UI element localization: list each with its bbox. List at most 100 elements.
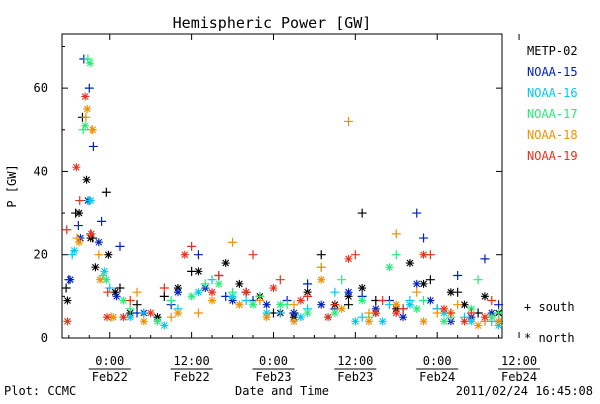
x-tick-time-label: 12:00	[501, 354, 537, 368]
north-point	[126, 313, 135, 322]
x-tick-date-label: Feb24	[501, 370, 537, 384]
north-point	[72, 163, 81, 172]
north-point	[487, 309, 496, 318]
south-point	[193, 308, 203, 318]
south-point	[200, 279, 210, 289]
south-point	[132, 287, 142, 297]
north-point	[317, 275, 326, 284]
north-point	[208, 296, 217, 305]
south-point	[344, 116, 354, 126]
x-axis-label: Date and Time	[235, 384, 329, 398]
north-point	[480, 313, 489, 322]
south-point	[432, 308, 442, 318]
x-tick-date-label: Feb23	[337, 370, 373, 384]
south-point	[487, 296, 497, 306]
north-point	[228, 296, 237, 305]
south-point	[83, 54, 93, 64]
south-point	[453, 271, 463, 281]
north-point	[111, 288, 120, 297]
south-point	[75, 196, 85, 206]
north-point	[303, 309, 312, 318]
north-point	[296, 313, 305, 322]
north-point	[214, 279, 223, 288]
south-point	[207, 275, 217, 285]
south-point	[98, 271, 108, 281]
south-point	[446, 308, 456, 318]
north-point	[82, 175, 91, 184]
north-point	[63, 296, 72, 305]
north-point	[242, 288, 251, 297]
south-point	[419, 296, 429, 306]
north-point	[102, 275, 111, 284]
north-point	[146, 309, 155, 318]
legend-entry: NOAA-16	[527, 86, 578, 100]
north-point	[480, 292, 489, 301]
south-point	[187, 241, 197, 251]
south-point	[425, 275, 435, 285]
north-point	[289, 313, 298, 322]
series-noaa-19	[62, 92, 497, 326]
north-point	[173, 309, 182, 318]
north-point	[91, 263, 100, 272]
north-point	[358, 296, 367, 305]
north-point	[474, 321, 483, 330]
x-tick-time-label: 0:00	[259, 354, 288, 368]
north-point	[467, 317, 476, 326]
north-point	[405, 300, 414, 309]
south-point	[378, 296, 388, 306]
north-point	[100, 267, 109, 276]
north-point	[440, 304, 449, 313]
north-point	[119, 313, 128, 322]
y-tick-label: 40	[34, 164, 48, 178]
north-point	[85, 59, 94, 68]
north-point	[460, 317, 469, 326]
footer-plot-source: Plot: CCMC	[4, 384, 76, 398]
south-point	[103, 287, 113, 297]
north-point	[276, 300, 285, 309]
north-point	[103, 313, 112, 322]
north-point	[344, 288, 353, 297]
series-noaa-15	[64, 54, 504, 326]
north-point	[371, 304, 380, 313]
south-point	[398, 304, 408, 314]
north-point	[487, 313, 496, 322]
y-tick-label: 20	[34, 248, 48, 262]
north-point	[194, 288, 203, 297]
north-point	[358, 284, 367, 293]
north-point	[364, 317, 373, 326]
north-point	[221, 259, 230, 268]
north-point	[419, 317, 428, 326]
y-axis: 0 20 40 60	[34, 45, 502, 345]
south-point	[78, 125, 88, 135]
marker-legend: + south * north	[524, 300, 575, 345]
marker-legend-north: * north	[524, 331, 575, 345]
north-point	[153, 317, 162, 326]
south-point	[81, 112, 91, 122]
north-point	[194, 267, 203, 276]
south-point	[316, 262, 326, 272]
north-point	[94, 238, 103, 247]
south-point	[72, 233, 82, 243]
north-point	[324, 313, 333, 322]
south-point	[494, 300, 504, 310]
north-point	[419, 250, 428, 259]
south-point	[115, 241, 125, 251]
south-point	[350, 250, 360, 260]
south-point	[115, 283, 125, 293]
north-point	[139, 317, 148, 326]
north-point	[262, 309, 271, 318]
north-point	[446, 288, 455, 297]
south-point	[84, 83, 94, 93]
north-point	[88, 125, 97, 134]
north-point	[96, 275, 105, 284]
north-point	[81, 92, 90, 101]
south-point	[73, 221, 83, 231]
north-point	[180, 250, 189, 259]
north-point	[392, 304, 401, 313]
chart-title: Hemispheric Power [GW]	[173, 14, 372, 32]
north-point	[269, 284, 278, 293]
north-point	[187, 292, 196, 301]
north-point	[173, 288, 182, 297]
south-point	[337, 275, 347, 285]
